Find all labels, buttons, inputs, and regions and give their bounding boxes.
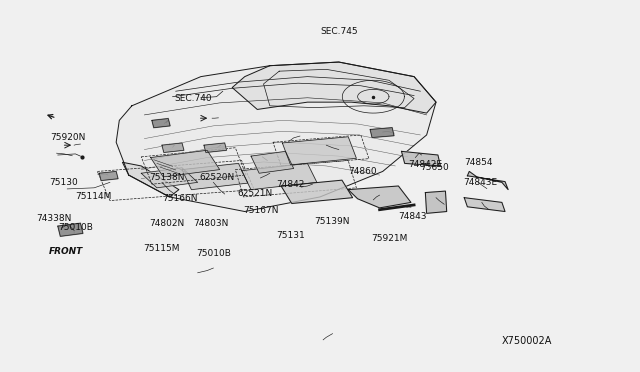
Text: 74338N: 74338N <box>36 214 72 223</box>
Text: 75130: 75130 <box>49 178 78 187</box>
Polygon shape <box>141 168 198 188</box>
Text: SEC.740: SEC.740 <box>175 94 212 103</box>
Text: 74860: 74860 <box>348 167 377 176</box>
Text: 74842E: 74842E <box>408 160 442 169</box>
Polygon shape <box>251 151 294 173</box>
Text: 75114M: 75114M <box>76 192 112 201</box>
Polygon shape <box>348 186 411 208</box>
Text: 75115M: 75115M <box>143 244 180 253</box>
Polygon shape <box>401 151 440 166</box>
Text: 75921M: 75921M <box>371 234 408 243</box>
Polygon shape <box>99 171 118 180</box>
Polygon shape <box>162 143 184 153</box>
Polygon shape <box>150 150 220 177</box>
Polygon shape <box>467 171 508 190</box>
Text: 74854: 74854 <box>464 158 493 167</box>
Polygon shape <box>152 119 170 128</box>
Polygon shape <box>281 180 353 203</box>
Text: 75166N: 75166N <box>162 194 198 203</box>
Polygon shape <box>58 223 83 236</box>
Polygon shape <box>122 162 179 197</box>
Polygon shape <box>204 143 227 153</box>
Polygon shape <box>426 191 447 214</box>
Polygon shape <box>464 198 505 212</box>
Text: 75920N: 75920N <box>51 134 86 142</box>
Text: 75010B: 75010B <box>196 249 230 258</box>
Text: FRONT: FRONT <box>49 247 83 256</box>
Text: 75650: 75650 <box>420 163 449 171</box>
Text: 74842: 74842 <box>276 180 305 189</box>
Polygon shape <box>182 163 248 190</box>
Text: 75139N: 75139N <box>314 217 349 226</box>
Polygon shape <box>232 62 436 113</box>
Text: X750002A: X750002A <box>502 336 552 346</box>
Text: 62520N: 62520N <box>200 173 235 182</box>
Text: 75167N: 75167N <box>243 206 279 215</box>
Polygon shape <box>116 62 436 212</box>
Text: SEC.745: SEC.745 <box>320 26 358 36</box>
Polygon shape <box>282 137 356 165</box>
Text: 62521N: 62521N <box>237 189 273 198</box>
Polygon shape <box>242 163 317 190</box>
Text: 75010B: 75010B <box>58 223 93 232</box>
Polygon shape <box>370 128 394 138</box>
Text: 74803N: 74803N <box>193 219 228 228</box>
Text: 75138N: 75138N <box>149 173 185 182</box>
Text: 74843: 74843 <box>398 212 427 221</box>
Text: 74843E: 74843E <box>463 178 497 187</box>
Text: 74802N: 74802N <box>149 219 185 228</box>
Text: 75131: 75131 <box>276 231 305 240</box>
